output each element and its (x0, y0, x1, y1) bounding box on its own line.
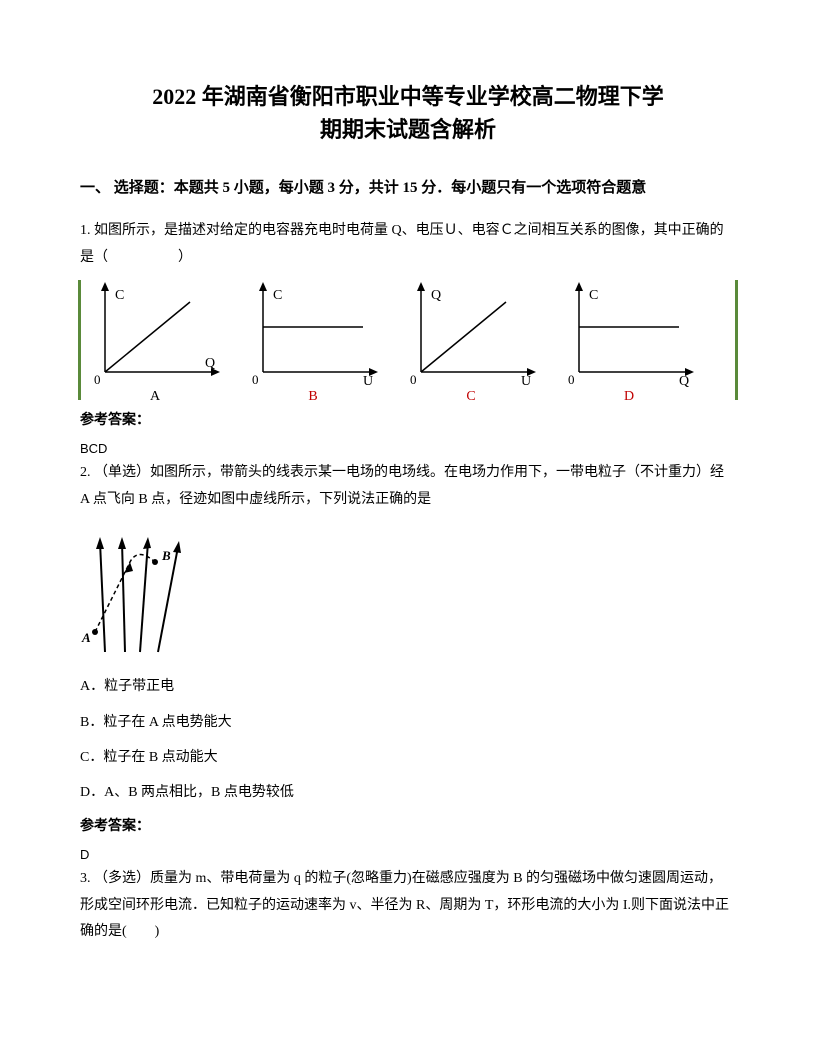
chart-c-ylabel: Q (431, 288, 441, 303)
chart-b-ylabel: C (273, 288, 282, 303)
chart-a-letter: A (150, 389, 160, 405)
q2-option-c: C．粒子在 B 点动能大 (80, 745, 736, 770)
q2-text: 2. （单选）如图所示，带箭头的线表示某一电场的电场线。在电场力作用下，一带电粒… (80, 460, 736, 513)
chart-d-origin: 0 (568, 372, 575, 387)
point-b-label: B (161, 548, 171, 563)
chart-a-xlabel: Q (205, 356, 215, 371)
chart-b-origin: 0 (252, 372, 259, 387)
page-title: 2022 年湖南省衡阳市职业中等专业学校高二物理下学 期期末试题含解析 (80, 80, 736, 146)
chart-d-container: C Q 0 D (554, 277, 704, 405)
q2-option-a: A．粒子带正电 (80, 674, 736, 699)
chart-c-letter: C (466, 389, 475, 405)
chart-b-letter: B (308, 389, 317, 405)
q2-answer-label: 参考答案： (80, 815, 736, 835)
q1-answer-label: 参考答案： (80, 409, 736, 429)
q1-answer: BCD (80, 441, 736, 456)
chart-a-container: C Q 0 A (80, 277, 230, 405)
chart-a: C Q 0 (80, 277, 230, 387)
chart-a-ylabel: C (115, 288, 124, 303)
q1-charts: C Q 0 A C U 0 B Q U 0 (80, 277, 736, 405)
chart-c: Q U 0 (396, 277, 546, 387)
chart-d-letter: D (624, 389, 634, 405)
section-header: 一、 选择题：本题共 5 小题，每小题 3 分，共计 15 分．每小题只有一个选… (80, 176, 736, 200)
chart-d-xlabel: Q (679, 374, 689, 387)
q2-field-diagram: A B (80, 527, 200, 657)
chart-a-origin: 0 (94, 372, 101, 387)
chart-c-container: Q U 0 C (396, 277, 546, 405)
q2-answer: D (80, 847, 736, 862)
q2-option-b: B．粒子在 A 点电势能大 (80, 710, 736, 735)
title-line1: 2022 年湖南省衡阳市职业中等专业学校高二物理下学 (80, 80, 736, 113)
chart-b: C U 0 (238, 277, 388, 387)
chart-d: C Q 0 (554, 277, 704, 387)
q1-text: 1. 如图所示，是描述对给定的电容器充电时电荷量 Q、电压Ｕ、电容Ｃ之间相互关系… (80, 218, 736, 271)
q3-text: 3. （多选）质量为 m、带电荷量为 q 的粒子(忽略重力)在磁感应强度为 B … (80, 866, 736, 946)
point-a-label: A (81, 630, 91, 645)
chart-c-xlabel: U (521, 374, 531, 387)
chart-b-xlabel: U (363, 374, 373, 387)
q2-option-d: D．A、B 两点相比，B 点电势较低 (80, 780, 736, 805)
chart-c-origin: 0 (410, 372, 417, 387)
chart-b-container: C U 0 B (238, 277, 388, 405)
chart-d-ylabel: C (589, 288, 598, 303)
title-line2: 期期末试题含解析 (80, 113, 736, 146)
